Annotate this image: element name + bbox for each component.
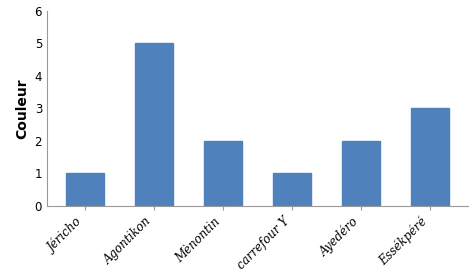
Bar <box>273 173 311 206</box>
Bar <box>66 173 104 206</box>
Bar <box>135 43 173 206</box>
Bar <box>204 141 242 206</box>
Bar <box>342 141 380 206</box>
Y-axis label: Couleur: Couleur <box>15 78 29 139</box>
Bar <box>411 108 449 206</box>
